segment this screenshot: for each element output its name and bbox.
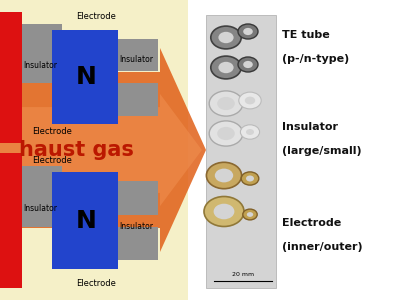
Text: 20 mm: 20 mm bbox=[232, 272, 254, 277]
Text: Insulator: Insulator bbox=[282, 122, 338, 133]
Bar bbox=[118, 181, 158, 214]
Text: (large/small): (large/small) bbox=[282, 146, 362, 157]
Circle shape bbox=[215, 169, 233, 182]
Circle shape bbox=[241, 172, 259, 185]
Bar bbox=[0, 0, 188, 300]
Bar bbox=[118, 39, 158, 71]
Text: Electrode: Electrode bbox=[32, 156, 72, 165]
Circle shape bbox=[240, 125, 260, 139]
Bar bbox=[52, 172, 118, 269]
Text: TE tube: TE tube bbox=[282, 29, 330, 40]
Text: (inner/outer): (inner/outer) bbox=[282, 242, 363, 253]
Circle shape bbox=[243, 28, 253, 35]
Circle shape bbox=[217, 97, 235, 110]
Bar bbox=[118, 226, 158, 260]
Bar bbox=[22, 166, 62, 226]
Circle shape bbox=[218, 32, 234, 43]
Text: Electrode: Electrode bbox=[32, 128, 72, 136]
Text: N: N bbox=[76, 65, 96, 89]
Circle shape bbox=[204, 196, 244, 226]
Bar bbox=[206, 15, 276, 288]
Text: Insulator: Insulator bbox=[119, 55, 153, 64]
Text: N: N bbox=[76, 208, 96, 232]
Text: (p-/n-type): (p-/n-type) bbox=[282, 53, 349, 64]
Text: Electrode: Electrode bbox=[76, 12, 116, 21]
Bar bbox=[22, 24, 62, 83]
Polygon shape bbox=[0, 94, 202, 206]
Circle shape bbox=[246, 129, 254, 135]
Circle shape bbox=[217, 127, 235, 140]
Circle shape bbox=[243, 61, 253, 68]
Circle shape bbox=[209, 91, 243, 116]
Circle shape bbox=[209, 121, 243, 146]
Bar bbox=[0, 153, 22, 288]
Circle shape bbox=[239, 92, 261, 109]
Bar bbox=[118, 83, 158, 116]
Text: Electrode: Electrode bbox=[282, 218, 341, 229]
Circle shape bbox=[238, 57, 258, 72]
Bar bbox=[0, 12, 22, 142]
Circle shape bbox=[245, 97, 255, 104]
Polygon shape bbox=[0, 48, 206, 252]
Circle shape bbox=[247, 212, 253, 217]
Text: Insulator: Insulator bbox=[119, 222, 153, 231]
Circle shape bbox=[243, 209, 257, 220]
Circle shape bbox=[211, 26, 241, 49]
Bar bbox=[52, 30, 118, 124]
Circle shape bbox=[214, 204, 234, 219]
Text: haust gas: haust gas bbox=[18, 140, 134, 160]
Circle shape bbox=[211, 56, 241, 79]
Circle shape bbox=[238, 24, 258, 39]
Text: Insulator: Insulator bbox=[23, 61, 57, 70]
Text: Electrode: Electrode bbox=[76, 279, 116, 288]
Text: Insulator: Insulator bbox=[23, 204, 57, 213]
Circle shape bbox=[218, 62, 234, 73]
Circle shape bbox=[246, 176, 254, 182]
Circle shape bbox=[206, 162, 242, 189]
